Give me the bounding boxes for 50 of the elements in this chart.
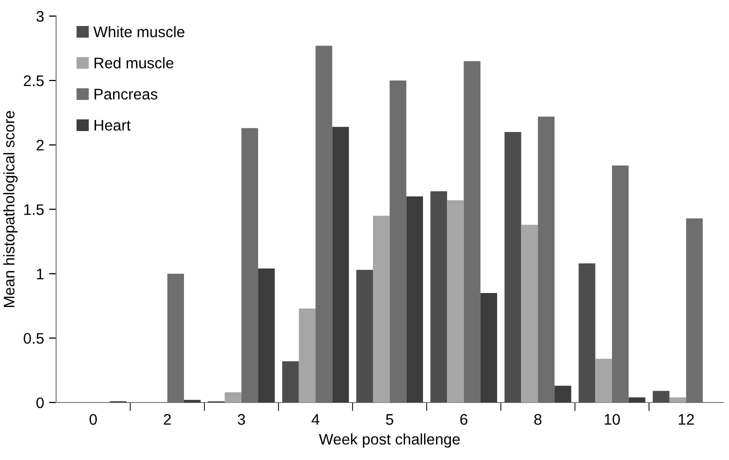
bar [282,361,299,402]
y-tick-label: 2.5 [24,75,44,86]
bar [480,293,498,402]
bar [390,80,406,402]
y-tick-label: 2 [36,140,44,150]
x-tick-label: 12 [678,414,694,425]
y-tick-label: 1.5 [24,204,44,215]
bar [521,224,538,402]
bar [612,166,629,402]
bar [464,61,480,402]
bar [652,390,670,402]
bar [356,270,373,402]
bar [669,397,686,402]
x-tick-label: 10 [604,414,620,425]
y-tick-label: 3 [36,10,44,22]
x-tick-label: 4 [312,414,320,425]
x-axis-title: Week post challenge [318,433,460,448]
bar [332,126,349,402]
x-tick-label: 6 [460,414,468,425]
legend-label: Red muscle [94,57,174,68]
y-tick-label: 0.5 [24,332,44,344]
bar [686,218,703,402]
bar [258,268,275,402]
bar [554,386,572,402]
bar [184,400,201,402]
bar [316,46,332,402]
bar [447,200,464,402]
bar [167,274,184,402]
legend-label: Heart [94,120,131,131]
x-tick-label: 8 [534,414,542,425]
bar [298,308,316,402]
x-tick-label: 2 [164,414,171,425]
bar [372,216,390,402]
bar [241,128,258,402]
legend-label: White muscle [93,26,184,38]
y-axis-title: Mean histopathological score [3,111,18,307]
bar [430,191,448,402]
y-tick-label: 0 [36,397,44,408]
x-tick-label: 0 [90,414,97,425]
bar [406,196,423,402]
bar [504,132,522,402]
bar [224,392,242,402]
bar [538,116,555,402]
x-tick-label: 5 [386,414,394,425]
bar [628,397,646,402]
y-tick-label: 1 [36,268,44,280]
x-tick-label: 3 [238,414,245,425]
bar [578,263,596,402]
legend-label: Pancreas [94,88,158,100]
bar [595,358,612,402]
